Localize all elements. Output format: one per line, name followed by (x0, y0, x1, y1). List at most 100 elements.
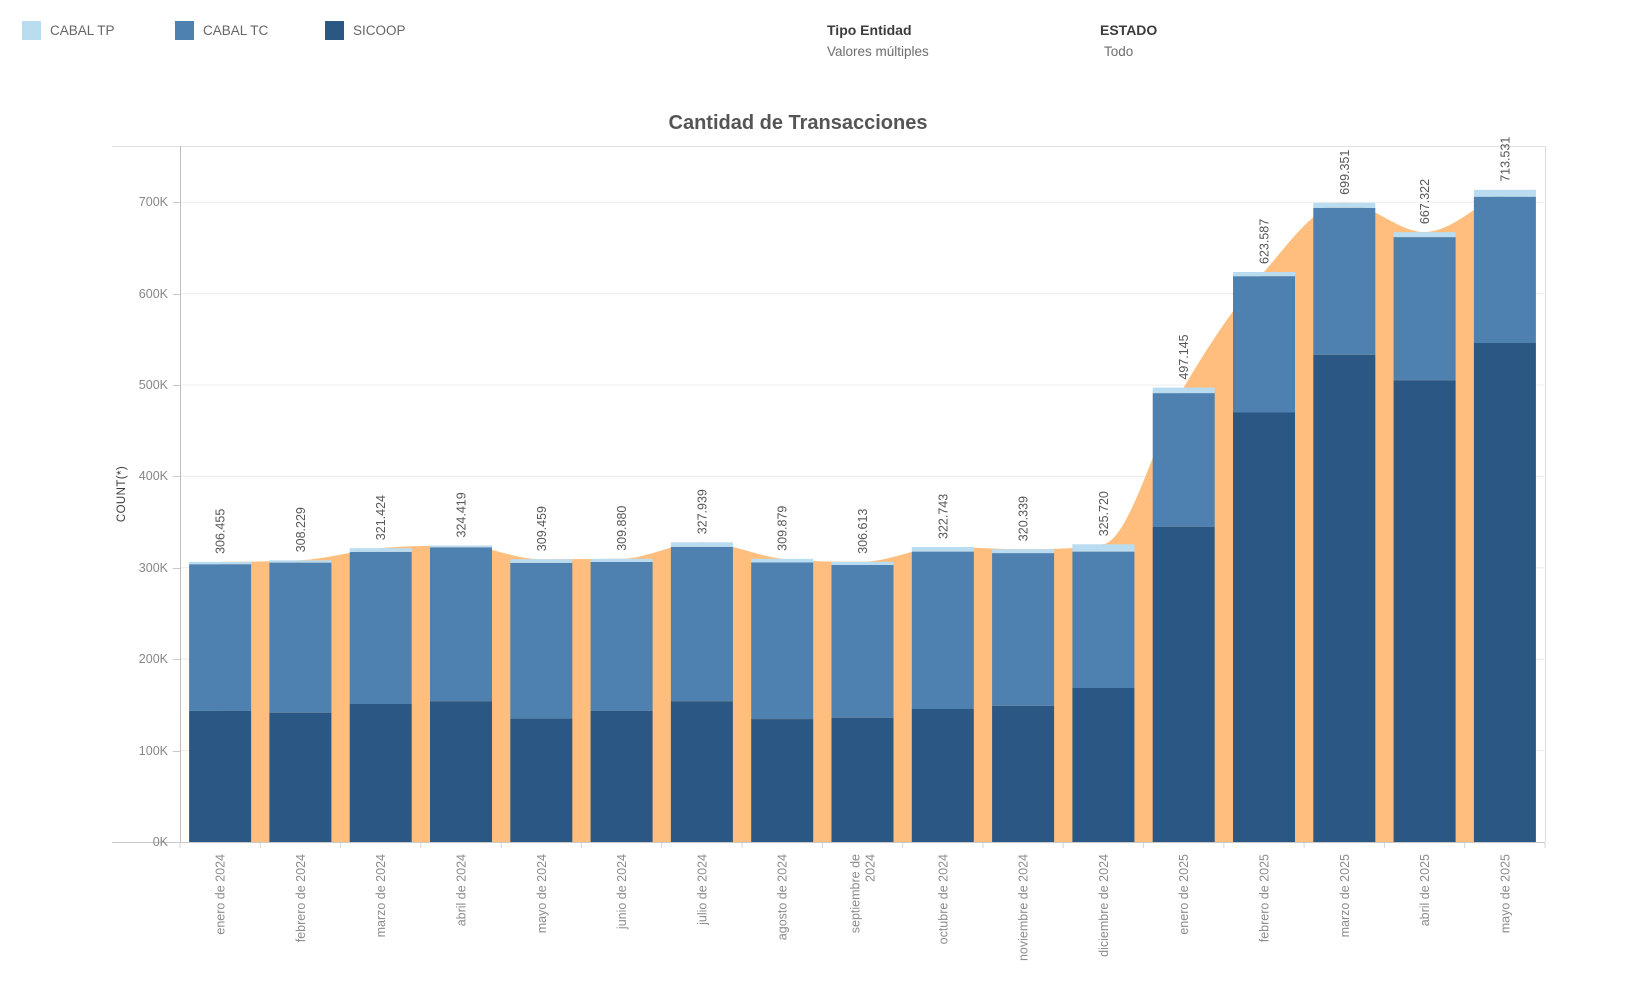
segment-cabal-tp[interactable] (430, 545, 492, 548)
segment-cabal-tp[interactable] (670, 542, 733, 547)
x-axis-label: junio de 2024 (615, 854, 629, 930)
segment-sicoop[interactable] (510, 718, 573, 842)
legend-item-cabal-tc[interactable]: CABAL TC (175, 21, 268, 40)
segment-sicoop[interactable] (1233, 412, 1295, 842)
segment-cabal-tc[interactable] (510, 562, 573, 719)
x-axis-label: febrero de 2024 (294, 854, 308, 942)
segment-cabal-tc[interactable] (430, 547, 492, 702)
segment-sicoop[interactable] (269, 712, 332, 842)
segment-cabal-tp[interactable] (831, 561, 894, 565)
segment-cabal-tc[interactable] (1233, 276, 1295, 413)
bar-enero-de-2024[interactable] (189, 561, 252, 842)
bar-value-label: 699.351 (1338, 150, 1352, 195)
segment-cabal-tp[interactable] (590, 558, 653, 562)
filter-value[interactable]: Todo (1104, 44, 1134, 59)
segment-sicoop[interactable] (349, 704, 412, 842)
legend-label: SICOOP (353, 23, 406, 38)
segment-cabal-tc[interactable] (911, 551, 974, 709)
segment-sicoop[interactable] (189, 710, 252, 842)
segment-cabal-tc[interactable] (670, 546, 733, 702)
segment-sicoop[interactable] (751, 719, 814, 842)
bar-febrero-de-2025[interactable] (1233, 272, 1295, 842)
segment-sicoop[interactable] (430, 701, 492, 842)
segment-cabal-tp[interactable] (510, 559, 573, 563)
y-tick-label: 100K (138, 743, 168, 758)
x-axis-label: enero de 2024 (214, 854, 228, 935)
y-tick-label: 500K (138, 378, 168, 392)
segment-cabal-tp[interactable] (269, 560, 332, 563)
segment-cabal-tp[interactable] (349, 548, 412, 552)
segment-cabal-tc[interactable] (1152, 393, 1215, 527)
y-tick-mark (173, 476, 180, 478)
filter-value[interactable]: Valores múltiples (827, 44, 929, 59)
segment-cabal-tp[interactable] (1152, 387, 1215, 394)
segment-cabal-tp[interactable] (992, 549, 1055, 554)
y-tick-mark (173, 750, 180, 752)
segment-cabal-tp[interactable] (1313, 202, 1376, 208)
segment-cabal-tc[interactable] (269, 562, 332, 713)
segment-sicoop[interactable] (590, 710, 653, 842)
bar-julio-de-2024[interactable] (670, 542, 733, 842)
x-axis-label: mayo de 2025 (1498, 854, 1512, 933)
bar-diciembre-de-2024[interactable] (1072, 544, 1135, 842)
x-axis-label: mayo de 2024 (535, 854, 549, 933)
segment-cabal-tc[interactable] (1072, 551, 1135, 688)
segment-cabal-tc[interactable] (349, 551, 412, 704)
segment-sicoop[interactable] (1393, 380, 1456, 842)
bar-octubre-de-2024[interactable] (911, 547, 974, 842)
segment-sicoop[interactable] (992, 705, 1055, 842)
bar-marzo-de-2025[interactable] (1313, 202, 1376, 842)
filter-tipo-entidad[interactable]: Tipo Entidad Valores múltiples (827, 22, 929, 59)
segment-cabal-tp[interactable] (1473, 189, 1536, 197)
segment-cabal-tc[interactable] (1473, 196, 1536, 343)
segment-cabal-tp[interactable] (751, 558, 814, 563)
segment-sicoop[interactable] (911, 709, 974, 842)
y-tick-mark (173, 385, 180, 386)
segment-sicoop[interactable] (831, 717, 894, 842)
segment-cabal-tp[interactable] (911, 547, 974, 552)
segment-cabal-tp[interactable] (1393, 232, 1456, 238)
bar-septiembre-de-2024[interactable] (831, 561, 894, 842)
segment-cabal-tc[interactable] (189, 564, 252, 711)
x-axis-label: abril de 2024 (455, 854, 469, 926)
y-tick-mark (173, 567, 180, 569)
legend-swatch (325, 21, 344, 40)
segment-cabal-tc[interactable] (992, 553, 1055, 706)
y-tick-label: 0K (152, 835, 168, 849)
segment-cabal-tc[interactable] (1313, 207, 1376, 355)
bar-junio-de-2024[interactable] (590, 558, 653, 842)
bar-abril-de-2025[interactable] (1393, 232, 1456, 842)
bar-mayo-de-2025[interactable] (1473, 189, 1536, 842)
x-axis-label: 2024 (864, 854, 878, 882)
legend-item-sicoop[interactable]: SICOOP (325, 21, 406, 40)
segment-sicoop[interactable] (1072, 688, 1135, 842)
y-tick-label: 200K (138, 652, 168, 667)
segment-cabal-tc[interactable] (590, 562, 653, 711)
bar-mayo-de-2024[interactable] (510, 559, 573, 842)
bar-value-label: 325.720 (1097, 491, 1111, 536)
bar-marzo-de-2024[interactable] (349, 548, 412, 842)
x-axis-label: octubre de 2024 (936, 854, 950, 944)
legend-item-cabal-tp[interactable]: CABAL TP (22, 21, 115, 40)
segment-cabal-tc[interactable] (1393, 237, 1456, 381)
segment-sicoop[interactable] (1473, 343, 1536, 842)
segment-sicoop[interactable] (1313, 354, 1376, 842)
bar-febrero-de-2024[interactable] (269, 560, 332, 842)
segment-cabal-tp[interactable] (189, 561, 252, 565)
x-axis-line (112, 842, 1545, 843)
segment-cabal-tc[interactable] (831, 565, 894, 718)
segment-sicoop[interactable] (670, 701, 733, 842)
filter-title: Tipo Entidad (827, 22, 912, 38)
segment-cabal-tp[interactable] (1233, 272, 1295, 277)
segment-cabal-tc[interactable] (751, 562, 814, 719)
segment-cabal-tp[interactable] (1072, 544, 1135, 552)
bar-noviembre-de-2024[interactable] (992, 549, 1055, 842)
bar-enero-de-2025[interactable] (1152, 387, 1215, 842)
bar-value-label: 309.459 (535, 506, 549, 551)
bar-agosto-de-2024[interactable] (751, 558, 814, 842)
chart-title: Cantidad de Transacciones (668, 112, 928, 134)
bar-abril-de-2024[interactable] (430, 545, 492, 843)
segment-sicoop[interactable] (1152, 526, 1215, 842)
filter-estado[interactable]: ESTADO Todo (1100, 22, 1157, 59)
